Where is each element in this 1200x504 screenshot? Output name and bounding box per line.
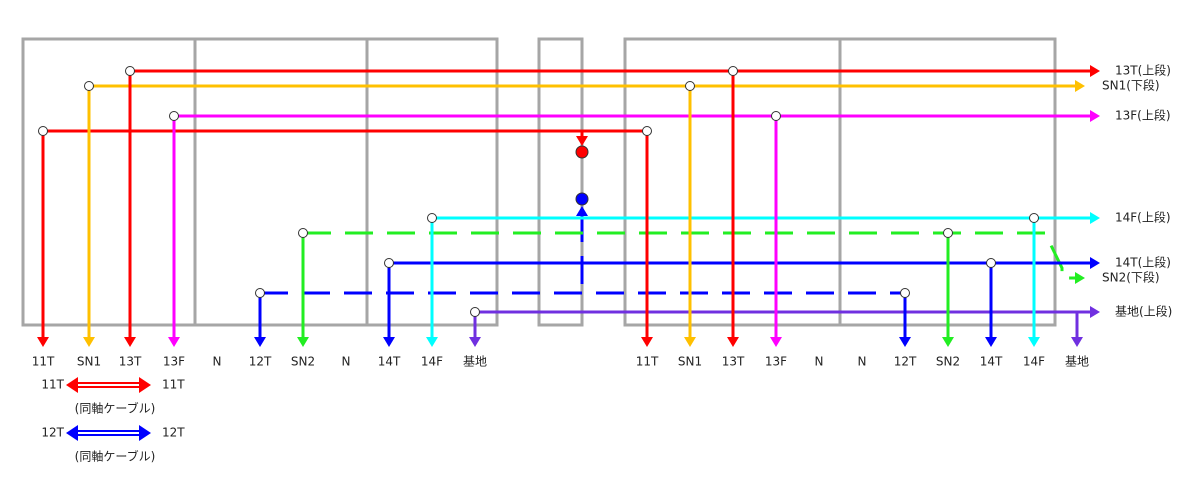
legend-label: 12T: [41, 426, 64, 440]
terminal-label: N: [858, 355, 867, 369]
arrow-head: [1090, 65, 1100, 77]
connector: [575, 192, 589, 206]
junction: [986, 258, 996, 268]
terminal-label: 12T: [894, 355, 917, 369]
line-label: 14F(上段): [1115, 210, 1171, 225]
arrow-head: [469, 337, 481, 347]
junction: [642, 126, 652, 136]
arrow-head: [1090, 110, 1100, 122]
terminal-label: 13T: [722, 355, 745, 369]
panel-frame: [21, 37, 499, 327]
line-label: 14T(上段): [1115, 255, 1171, 270]
legend-note: (同軸ケーブル): [75, 449, 156, 464]
terminal-label: 13T: [119, 355, 142, 369]
arrow-head: [899, 337, 911, 347]
arrow-head: [942, 337, 954, 347]
junction: [255, 288, 265, 298]
line-label: 13T(上段): [1115, 63, 1171, 78]
terminal-label: 12T: [249, 355, 272, 369]
arrow-head: [426, 337, 438, 347]
arrow-head: [576, 206, 588, 216]
line-label: 基地(上段): [1115, 304, 1172, 319]
arrow-head: [383, 337, 395, 347]
arrow-head: [124, 337, 136, 347]
arrow-head: [66, 377, 78, 393]
arrow-head: [37, 337, 49, 347]
arrow-head: [139, 425, 151, 441]
frames: [21, 37, 1057, 327]
junction: [84, 81, 94, 91]
arrow-head: [727, 337, 739, 347]
connector: [575, 145, 589, 159]
junction: [470, 307, 480, 317]
junction: [1029, 213, 1039, 223]
arrow-head: [1075, 80, 1085, 92]
junction: [169, 111, 179, 121]
junction: [943, 228, 953, 238]
terminal-label: 11T: [32, 355, 55, 369]
legend-note: (同軸ケーブル): [75, 401, 156, 416]
junction: [685, 81, 695, 91]
arrow-head: [1090, 212, 1100, 224]
terminal-label: N: [815, 355, 824, 369]
terminal-label: 基地: [463, 355, 487, 369]
legend-label: 11T: [41, 378, 64, 392]
legend-label: 12T: [162, 426, 185, 440]
legend-label: 11T: [162, 378, 185, 392]
terminal-label: SN1: [77, 355, 101, 369]
wire: [303, 231, 1077, 280]
arrow-head: [576, 136, 588, 146]
junction: [900, 288, 910, 298]
arrow-head: [1090, 306, 1100, 318]
arrow-head: [139, 377, 151, 393]
junction: [771, 111, 781, 121]
line-label: 13F(上段): [1115, 108, 1171, 123]
line-label: SN1(下段): [1102, 78, 1160, 93]
terminal-label: SN2: [936, 355, 960, 369]
junction: [38, 126, 48, 136]
terminal-label: 14F: [1023, 355, 1045, 369]
junction: [384, 258, 394, 268]
arrow-head: [1071, 337, 1083, 347]
junction: [298, 228, 308, 238]
arrow-head: [297, 337, 309, 347]
arrow-head: [254, 337, 266, 347]
arrow-head: [168, 337, 180, 347]
terminal-label: 14F: [421, 355, 443, 369]
arrow-head: [1090, 257, 1100, 269]
terminal-label: 11T: [636, 355, 659, 369]
arrow-head: [83, 337, 95, 347]
arrow-head: [641, 337, 653, 347]
panel-frame: [537, 37, 584, 327]
terminal-label: 基地: [1065, 355, 1089, 369]
terminal-label: N: [342, 355, 351, 369]
arrow-head: [66, 425, 78, 441]
terminal-label: 13F: [163, 355, 185, 369]
terminal-label: 14T: [378, 355, 401, 369]
terminal-label: N: [213, 355, 222, 369]
terminal-label: SN1: [678, 355, 702, 369]
arrow-head: [684, 337, 696, 347]
terminal-label: 13F: [765, 355, 787, 369]
arrow-head: [1075, 272, 1085, 284]
junction: [427, 213, 437, 223]
arrow-head: [985, 337, 997, 347]
junction: [125, 66, 135, 76]
arrow-head: [770, 337, 782, 347]
arrow-head: [1028, 337, 1040, 347]
terminal-label: SN2: [291, 355, 315, 369]
terminal-label: 14T: [980, 355, 1003, 369]
junction: [728, 66, 738, 76]
line-label: SN2(下段): [1102, 270, 1160, 285]
